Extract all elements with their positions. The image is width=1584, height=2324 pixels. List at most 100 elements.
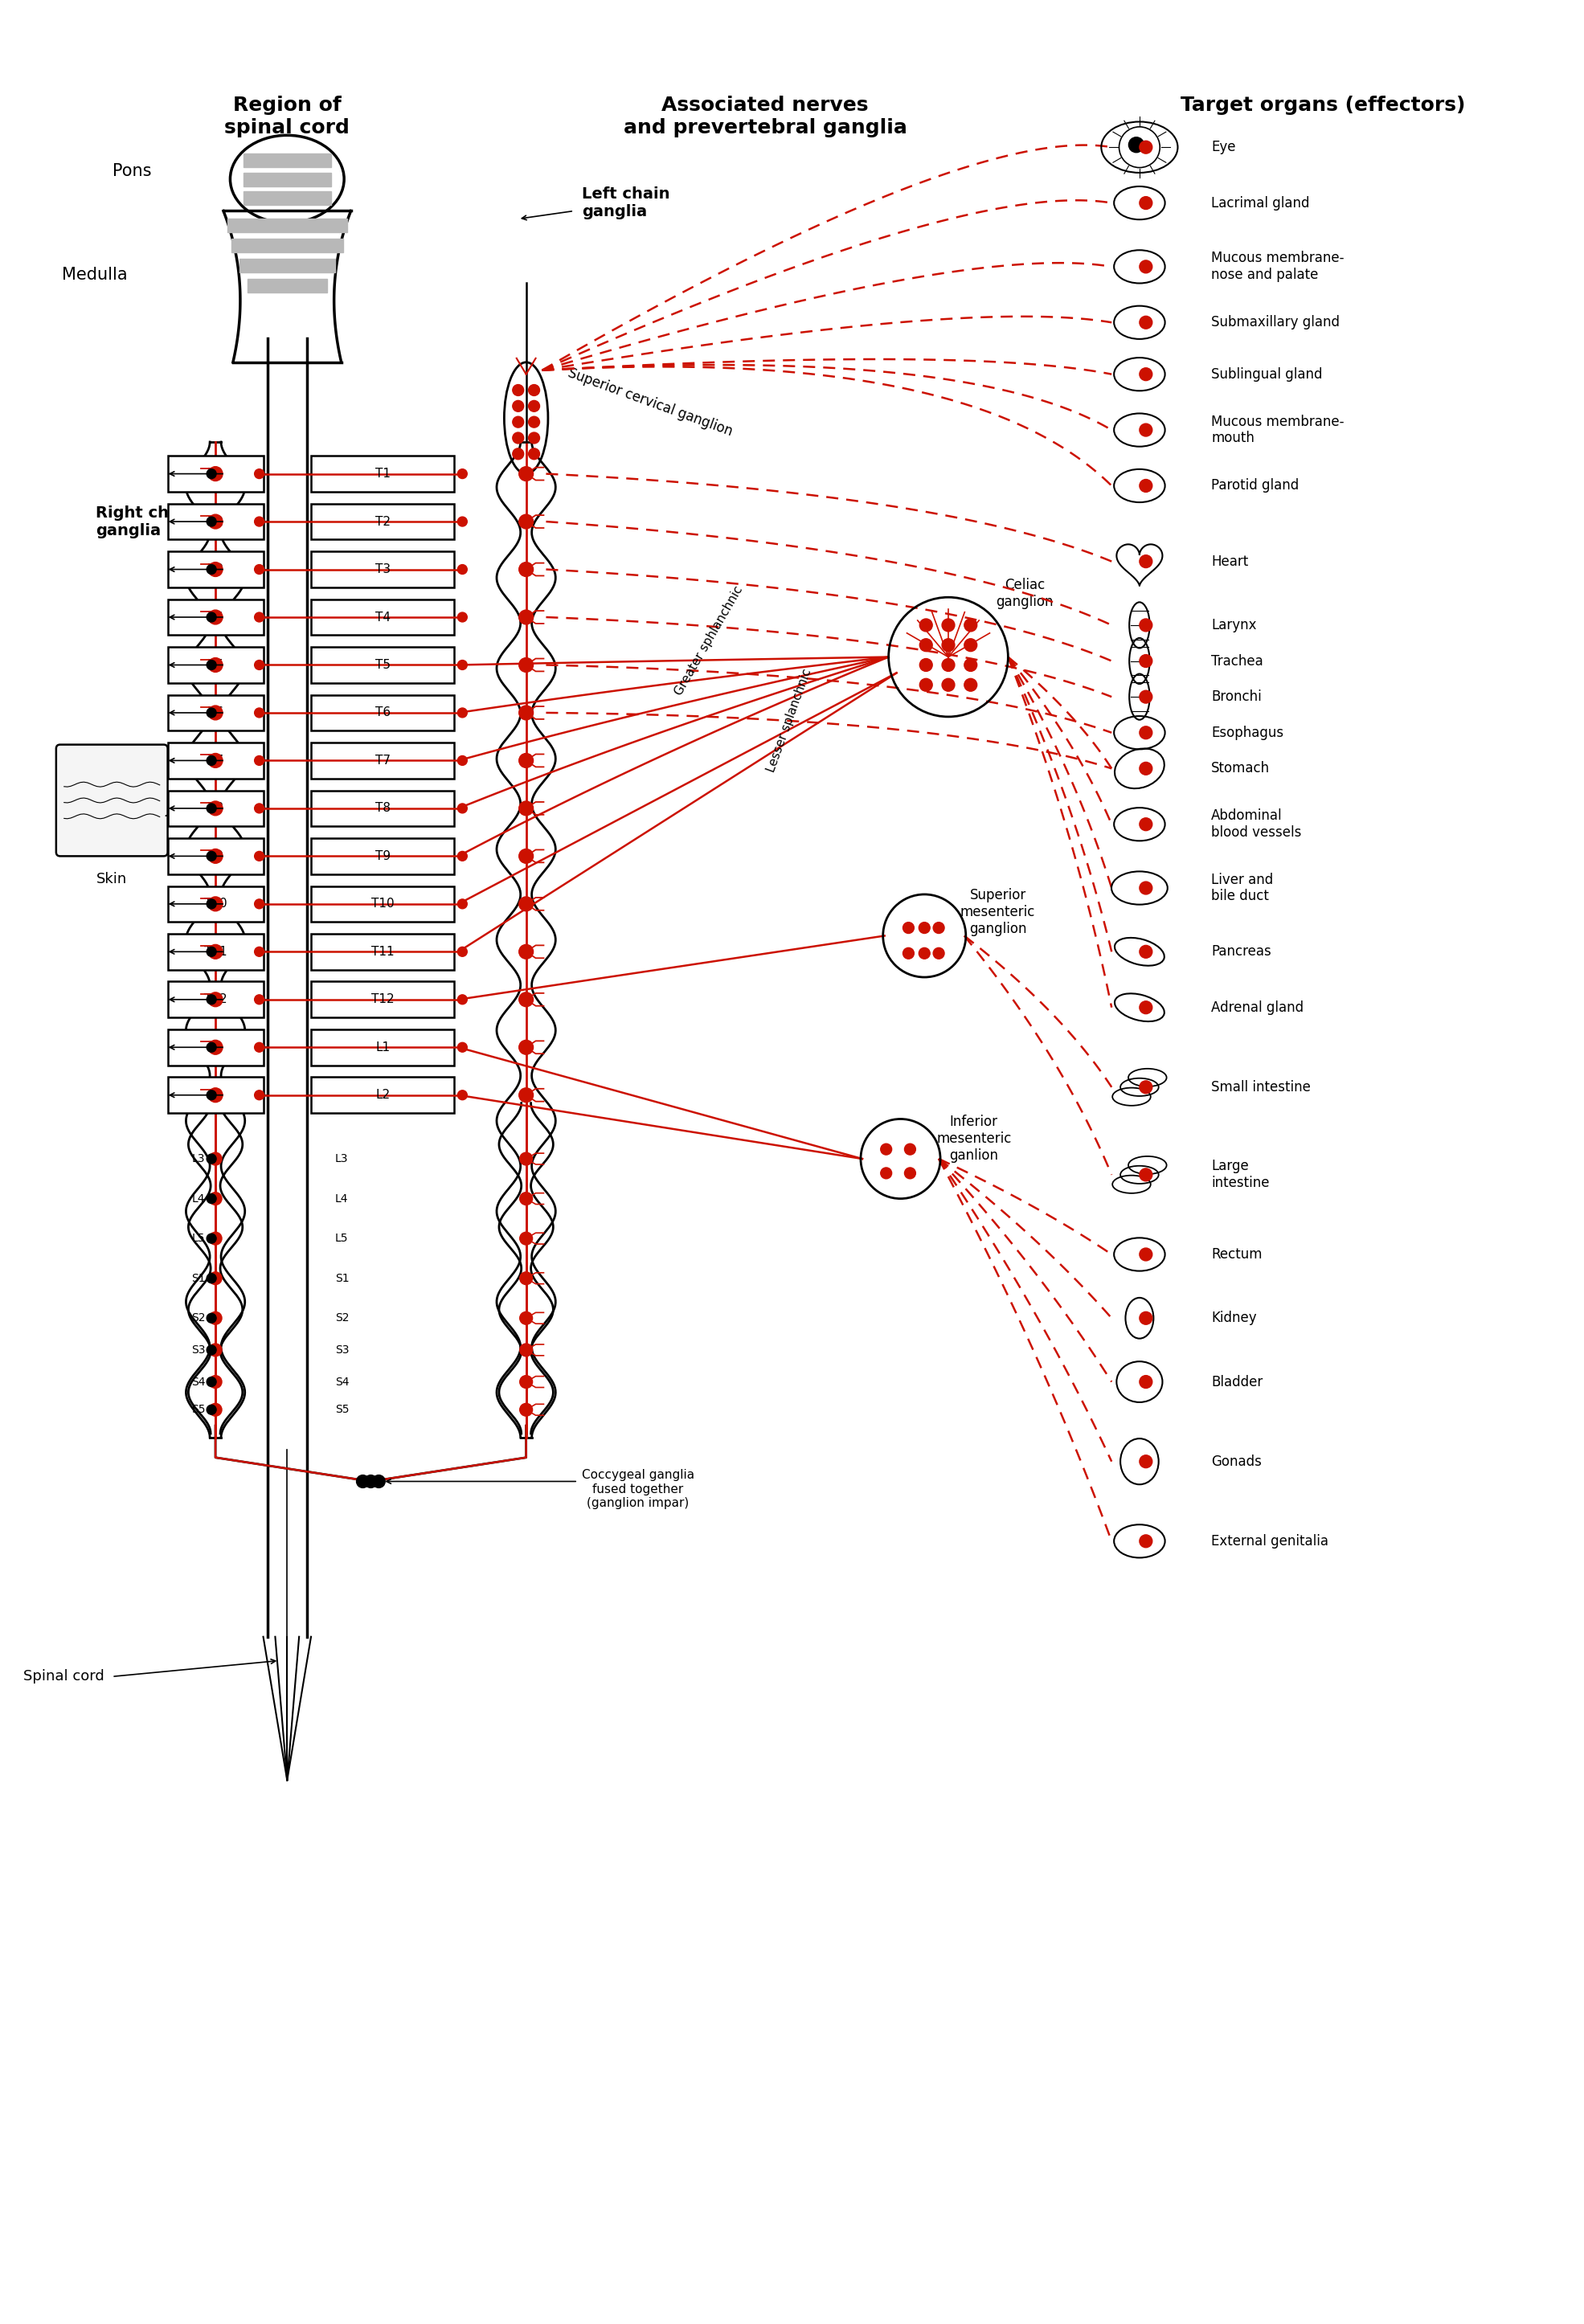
Circle shape (520, 1192, 532, 1206)
Circle shape (206, 516, 217, 525)
Text: Rectum: Rectum (1212, 1248, 1262, 1262)
Polygon shape (247, 279, 326, 293)
Text: Small intestine: Small intestine (1212, 1081, 1310, 1095)
Text: Esophagus: Esophagus (1212, 725, 1283, 739)
Circle shape (1139, 618, 1152, 632)
Circle shape (529, 449, 540, 460)
Circle shape (206, 1274, 217, 1283)
Circle shape (1139, 316, 1152, 328)
Text: Lesser splanchnic: Lesser splanchnic (765, 667, 813, 774)
Text: T3: T3 (208, 562, 223, 576)
Circle shape (255, 565, 265, 574)
Text: Target organs (effectors): Target organs (effectors) (1180, 95, 1465, 114)
Polygon shape (168, 1076, 263, 1113)
Circle shape (920, 679, 933, 690)
Text: T6: T6 (375, 706, 390, 718)
Circle shape (208, 514, 223, 530)
Circle shape (881, 1167, 892, 1178)
Polygon shape (168, 790, 263, 827)
Circle shape (1139, 1534, 1152, 1548)
Circle shape (520, 658, 534, 672)
Text: S4: S4 (192, 1376, 206, 1387)
Text: S1: S1 (192, 1274, 206, 1283)
Circle shape (942, 618, 955, 632)
Circle shape (208, 658, 223, 672)
Circle shape (255, 899, 265, 909)
Text: S2: S2 (192, 1313, 206, 1325)
Circle shape (458, 995, 467, 1004)
Text: Mucous membrane-
mouth: Mucous membrane- mouth (1212, 414, 1345, 446)
Polygon shape (242, 172, 331, 186)
Circle shape (208, 562, 223, 576)
Circle shape (208, 848, 223, 862)
Polygon shape (1117, 544, 1163, 586)
Text: L1: L1 (208, 1041, 223, 1053)
Text: T10: T10 (371, 897, 394, 911)
Circle shape (520, 753, 534, 767)
Circle shape (529, 400, 540, 411)
Text: S2: S2 (334, 1313, 348, 1325)
Text: Bronchi: Bronchi (1212, 690, 1261, 704)
Circle shape (255, 995, 265, 1004)
Circle shape (1139, 762, 1152, 774)
Circle shape (520, 1232, 532, 1246)
Circle shape (919, 948, 930, 960)
Circle shape (529, 383, 540, 395)
Circle shape (255, 660, 265, 669)
Text: S1: S1 (334, 1274, 348, 1283)
Text: Coccygeal ganglia
fused together
(ganglion impar): Coccygeal ganglia fused together (gangli… (581, 1469, 694, 1508)
Text: Eye: Eye (1212, 139, 1236, 153)
Polygon shape (310, 790, 455, 827)
Polygon shape (310, 1030, 455, 1064)
Polygon shape (310, 934, 455, 969)
Polygon shape (310, 695, 455, 730)
Circle shape (513, 449, 524, 460)
Circle shape (904, 1167, 916, 1178)
Circle shape (458, 516, 467, 525)
Circle shape (520, 897, 534, 911)
Text: Abdominal
blood vessels: Abdominal blood vessels (1212, 809, 1302, 839)
Text: Greater sphlanchnic: Greater sphlanchnic (673, 583, 746, 697)
Circle shape (255, 804, 265, 813)
Circle shape (206, 565, 217, 574)
Text: L3: L3 (334, 1153, 348, 1164)
Circle shape (209, 1404, 222, 1415)
Text: T5: T5 (208, 660, 223, 672)
Circle shape (206, 1090, 217, 1099)
Text: T12: T12 (371, 992, 394, 1006)
Text: T6: T6 (208, 706, 223, 718)
Polygon shape (231, 239, 342, 253)
Circle shape (1139, 655, 1152, 667)
Circle shape (520, 609, 534, 625)
Circle shape (372, 1476, 385, 1487)
Circle shape (255, 469, 265, 479)
Circle shape (1139, 367, 1152, 381)
Circle shape (520, 467, 534, 481)
Text: L2: L2 (208, 1090, 223, 1102)
Text: Mucous membrane-
nose and palate: Mucous membrane- nose and palate (1212, 251, 1345, 281)
Text: T12: T12 (204, 992, 227, 1006)
Circle shape (513, 383, 524, 395)
Polygon shape (168, 456, 263, 493)
Text: T11: T11 (371, 946, 394, 957)
Text: Right chain
ganglia: Right chain ganglia (97, 504, 196, 539)
Text: L4: L4 (192, 1192, 204, 1204)
Circle shape (206, 469, 217, 479)
Circle shape (942, 639, 955, 651)
Circle shape (1139, 1376, 1152, 1387)
Text: Trachea: Trachea (1212, 653, 1262, 669)
Text: Bladder: Bladder (1212, 1373, 1262, 1390)
Circle shape (1139, 727, 1152, 739)
Text: S4: S4 (334, 1376, 348, 1387)
Circle shape (520, 944, 534, 960)
Text: T1: T1 (375, 467, 390, 479)
Circle shape (520, 802, 534, 816)
Circle shape (206, 614, 217, 623)
Circle shape (255, 709, 265, 718)
Circle shape (206, 709, 217, 718)
Polygon shape (168, 646, 263, 683)
Circle shape (520, 992, 534, 1006)
Circle shape (1139, 260, 1152, 272)
Text: L4: L4 (334, 1192, 348, 1204)
Circle shape (513, 400, 524, 411)
